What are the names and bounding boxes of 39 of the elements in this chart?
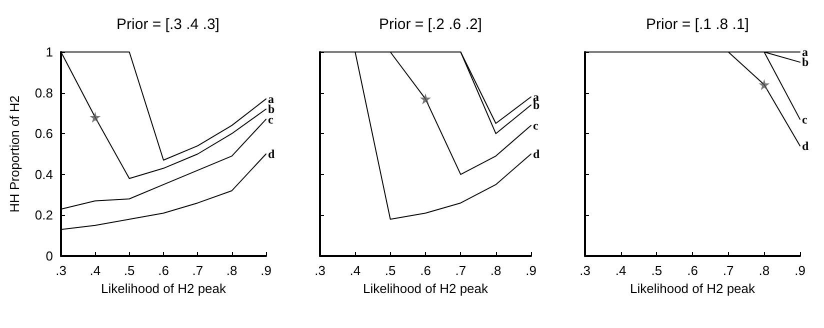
series-label: d: [802, 138, 809, 153]
x-tick-label: .4: [350, 263, 361, 278]
x-tick-label: .9: [526, 263, 536, 278]
chart-title: Prior = [.1 .8 .1]: [646, 16, 749, 33]
x-tick-label: .8: [490, 263, 502, 278]
x-tick-label: .7: [722, 263, 734, 278]
y-tick-label: 0.6: [34, 126, 53, 142]
x-tick-label: .9: [794, 263, 806, 278]
x-axis-title: Likelihood of H2 peak: [362, 281, 489, 296]
series-label: d: [533, 147, 540, 161]
x-tick-label: .5: [384, 263, 396, 278]
x-axis-title: Likelihood of H2 peak: [100, 281, 227, 296]
series-label: c: [802, 112, 808, 126]
y-tick-label: 0: [46, 248, 53, 264]
x-tick-label: .4: [615, 263, 626, 278]
x-tick-label: .7: [455, 263, 466, 278]
x-tick-label: .6: [687, 263, 698, 278]
chart-title: Prior = [.2 .6 .2]: [379, 16, 482, 33]
x-axis-title: Likelihood of H2 peak: [630, 281, 756, 296]
y-tick-label: 0.8: [34, 85, 53, 100]
y-axis-title: HH Proportion of H2: [7, 95, 22, 213]
x-tick-label: .8: [758, 263, 770, 278]
x-tick-label: .9: [260, 263, 272, 278]
x-tick-label: .5: [124, 263, 135, 278]
x-tick-label: .5: [651, 263, 662, 278]
y-tick-label: 1: [46, 44, 53, 60]
x-tick-label: .7: [192, 263, 204, 278]
series-label: d: [268, 147, 275, 161]
x-tick-label: .6: [420, 263, 431, 278]
y-tick-label: 0.4: [34, 166, 53, 182]
x-tick-label: .6: [158, 263, 169, 278]
x-tick-label: .3: [580, 263, 590, 278]
x-tick-label: .4: [90, 263, 101, 278]
x-tick-label: .3: [56, 263, 66, 278]
x-tick-label: .8: [226, 263, 238, 278]
y-tick-label: 0.2: [34, 208, 53, 223]
series-label: c: [533, 118, 539, 132]
chart-title: Prior = [.3 .4 .3]: [116, 16, 220, 33]
x-tick-label: .3: [314, 263, 326, 278]
